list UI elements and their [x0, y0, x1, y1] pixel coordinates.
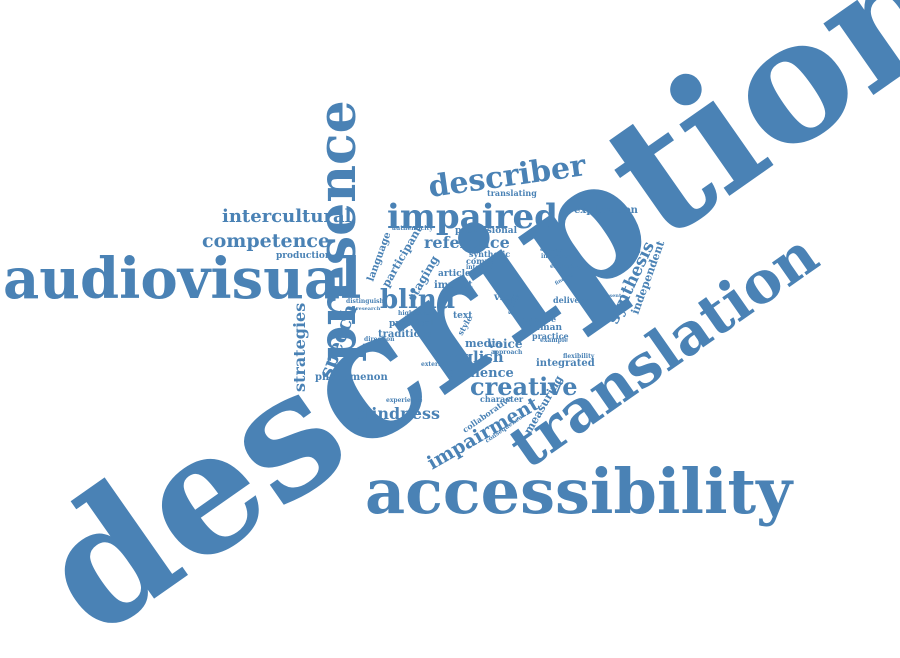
cloud-word-article: article: [438, 269, 471, 279]
cloud-word-visual: visual: [493, 292, 527, 303]
cloud-word-presence: presence: [307, 100, 368, 362]
cloud-word-creative: creative: [470, 372, 578, 401]
cloud-word-delivery: delivery: [553, 295, 589, 305]
cloud-word-direction: direction: [364, 336, 395, 343]
cloud-word-exploring: exploring: [550, 263, 583, 270]
cloud-word-exploration: exploration: [574, 205, 639, 216]
cloud-word-reference: reference: [424, 233, 510, 252]
cloud-word-description: description: [4, 0, 900, 658]
cloud-word-traditional: traditional: [378, 329, 438, 340]
cloud-word-professional: professional: [455, 226, 518, 236]
cloud-word-intercultural: intercultural: [222, 206, 352, 227]
cloud-word-interest: interest: [466, 264, 493, 271]
cloud-word-research: research: [356, 306, 381, 312]
cloud-word-human: human: [527, 323, 562, 333]
cloud-word-voice: voice: [487, 337, 523, 351]
cloud-word-translating: translating: [487, 188, 537, 198]
cloud-word-external: external: [421, 361, 449, 368]
cloud-word-character: character: [480, 394, 524, 404]
cloud-word-production: production: [276, 251, 332, 261]
cloud-word-present: present: [600, 293, 622, 299]
cloud-word-practice: practice: [532, 331, 569, 341]
cloud-word-integrated: integrated: [536, 358, 595, 369]
cloud-word-experience: experience: [386, 397, 423, 404]
cloud-word-approach: approach: [491, 349, 523, 356]
cloud-word-impact: impact: [434, 280, 473, 291]
cloud-word-company: company: [466, 256, 506, 266]
cloud-word-audience: audience: [448, 366, 514, 381]
cloud-word-text: text: [453, 311, 473, 321]
cloud-word-english: english: [442, 348, 504, 366]
cloud-word-phenomenon: phenomenon: [315, 372, 388, 383]
cloud-word-blind: blind: [380, 285, 455, 315]
cloud-word-synthetic: synthetic: [469, 249, 510, 259]
cloud-word-accessibility: accessibility: [365, 455, 794, 528]
cloud-word-authenticity: authenticity: [392, 225, 433, 232]
cloud-word-practical: practical: [389, 319, 434, 329]
cloud-word-higher: higher: [398, 310, 421, 317]
cloud-word-explore: explore: [523, 314, 556, 324]
cloud-word-example: example: [540, 337, 568, 344]
cloud-word-blindness: blindness: [354, 404, 440, 423]
cloud-word-strategies: strategies: [290, 303, 309, 392]
cloud-word-audiovisual: audiovisual: [3, 246, 361, 312]
cloud-word-impaired: impaired: [387, 197, 558, 237]
cloud-word-competence: competence: [202, 230, 330, 252]
cloud-word-distinguish: distinguish: [346, 298, 384, 305]
cloud-word-media: media: [465, 337, 503, 350]
cloud-word-flexibility: flexibility: [563, 353, 595, 360]
cloud-word-person: person: [413, 310, 437, 317]
cloud-word-interpreter: interpreter: [541, 253, 579, 260]
cloud-word-strategy: strategy: [540, 247, 564, 253]
